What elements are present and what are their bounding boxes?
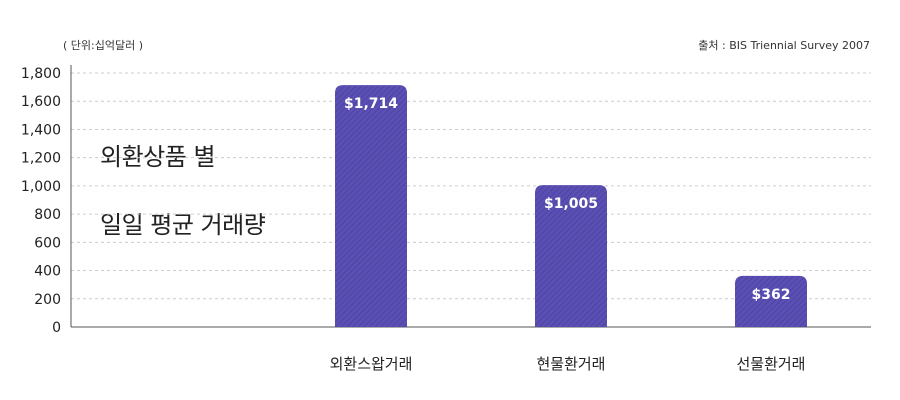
y-tick-label: 0 (52, 320, 61, 336)
chart-title-line-1: 외환상품 별 (100, 143, 216, 171)
bar (535, 185, 607, 327)
bar-value-label: $362 (752, 287, 791, 303)
y-tick-label: 200 (34, 292, 61, 308)
bar (335, 85, 407, 327)
unit-note: ( 단위:십억달러 ) (63, 39, 144, 52)
x-category-label: 현물환거래 (536, 355, 605, 373)
y-tick-label: 1,800 (21, 66, 61, 82)
y-tick-label: 1,200 (21, 151, 61, 167)
bar (735, 275, 807, 327)
y-tick-label: 1,000 (21, 179, 61, 195)
bar-value-label: $1,714 (344, 96, 398, 112)
y-tick-label: 800 (34, 207, 61, 223)
axes: 0 200 400 600 800 1,000 1,200 1,400 1,600 1,800 (21, 65, 871, 336)
source-note: 출처 : BIS Triennial Survey 2007 (698, 39, 870, 52)
y-tick-label: 600 (34, 235, 61, 251)
y-tick-label: 1,600 (21, 94, 61, 110)
chart-title-line-2: 일일 평균 거래량 (100, 211, 266, 239)
y-tick-label: 1,400 (21, 122, 61, 138)
bar-value-label: $1,005 (544, 196, 598, 212)
labels: $1,714 외환스왑거래 $1,005 현물환거래 $362 선물환거래 (330, 96, 806, 373)
x-category-label: 외환스왑거래 (330, 355, 413, 373)
grid-lines (71, 72, 871, 300)
bars (335, 85, 807, 327)
y-tick-label: 400 (34, 264, 61, 280)
x-category-label: 선물환거래 (736, 355, 805, 373)
chart-title: 외환상품 별 일일 평균 거래량 (100, 106, 266, 276)
